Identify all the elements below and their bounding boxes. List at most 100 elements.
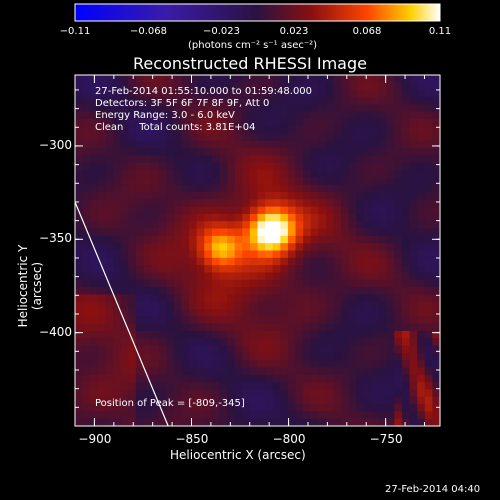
y-axis-label: Heliocentric Y (arcsec) (16, 244, 44, 328)
heatmap-cell (257, 309, 266, 317)
heatmap-cell (280, 404, 289, 412)
heatmap-cell (409, 250, 418, 259)
heatmap-cell (417, 272, 426, 281)
heatmap-cell (135, 243, 145, 252)
heatmap-cell (151, 96, 160, 105)
heatmap-cell (189, 345, 198, 354)
heatmap-cell (287, 374, 297, 383)
heatmap-cell (135, 148, 145, 157)
heatmap-cell (219, 330, 228, 339)
heatmap-cell (310, 96, 319, 105)
heatmap-cell (173, 96, 183, 105)
heatmap-cell (173, 367, 183, 376)
heatmap-cell (234, 345, 243, 354)
heatmap-cell (75, 111, 84, 120)
heatmap-cell (265, 148, 274, 157)
heatmap-cell (303, 250, 312, 259)
heatmap-cell (196, 374, 205, 383)
heatmap-cell (409, 294, 418, 303)
heatmap-cell (120, 323, 129, 332)
heatmap-cell (363, 140, 373, 149)
heatmap-cell (211, 301, 221, 310)
heatmap-cell (371, 243, 380, 252)
heatmap-cell (82, 243, 91, 252)
heatmap-cell (325, 404, 335, 412)
heatmap-cell (287, 265, 297, 274)
heatmap-cell (371, 404, 380, 412)
heatmap-cell (120, 279, 129, 288)
heatmap-cell (417, 301, 426, 310)
heatmap-cell (341, 374, 350, 383)
heatmap-cell (348, 170, 357, 178)
heatmap-cell (227, 104, 236, 113)
heatmap-cell (303, 345, 312, 354)
heatmap-cell (386, 330, 395, 339)
heatmap-cell (242, 374, 251, 383)
heatmap-cell (196, 272, 205, 281)
heatmap-cell (135, 111, 145, 120)
heatmap-cell (432, 418, 441, 427)
heatmap-cell (181, 177, 190, 186)
heatmap-cell (128, 162, 137, 171)
heatmap-cell (204, 374, 213, 383)
heatmap-cell (348, 287, 357, 295)
heatmap-cell (196, 345, 205, 354)
heatmap-cell (287, 367, 297, 376)
heatmap-cell (204, 126, 213, 135)
heatmap-cell (189, 192, 198, 200)
heatmap-cell (234, 75, 243, 83)
heatmap-cell (265, 309, 274, 317)
heatmap-cell (135, 294, 145, 303)
heatmap-cell (151, 126, 160, 135)
heatmap-cell (120, 374, 129, 383)
heatmap-cell (417, 411, 426, 420)
heatmap-cell (394, 82, 403, 91)
heatmap-cell (196, 199, 205, 208)
heatmap-cell (265, 162, 274, 171)
heatmap-cell (90, 82, 99, 91)
heatmap-cell (242, 184, 251, 193)
heatmap-cell (249, 323, 259, 332)
heatmap-cell (371, 96, 380, 105)
heatmap-cell (234, 221, 243, 230)
heatmap-cell (75, 213, 84, 222)
heatmap-cell (219, 250, 228, 259)
heatmap-cell (303, 309, 312, 317)
heatmap-cell (82, 382, 91, 391)
heatmap-cell (151, 396, 160, 405)
heatmap-cell (356, 338, 365, 347)
heatmap-cell (325, 345, 335, 354)
heatmap-cell (386, 374, 395, 383)
heatmap-cell (181, 382, 190, 391)
heatmap-cell (135, 396, 145, 405)
heatmap-cell (310, 250, 319, 259)
heatmap-cell (249, 184, 259, 193)
heatmap-cell (173, 360, 183, 369)
heatmap-cell (287, 192, 297, 200)
heatmap-cell (348, 323, 357, 332)
heatmap-cell (151, 338, 160, 347)
heatmap-cell (386, 140, 395, 149)
heatmap-cell (257, 177, 266, 186)
heatmap-cell (356, 155, 365, 164)
heatmap-cell (379, 250, 388, 259)
heatmap-cell (363, 352, 373, 361)
heatmap-cell (348, 221, 357, 230)
heatmap-cell (333, 418, 342, 427)
heatmap-cell (105, 199, 114, 208)
heatmap-cell (204, 316, 213, 325)
heatmap-cell (257, 213, 266, 222)
heatmap-cell (287, 389, 297, 398)
heatmap-cell (90, 265, 99, 274)
heatmap-cell (341, 352, 350, 361)
heatmap-cell (363, 192, 373, 200)
heatmap-cell (280, 177, 289, 186)
heatmap-cell (151, 192, 160, 200)
heatmap-cell (424, 118, 433, 127)
heatmap-cell (386, 411, 395, 420)
heatmap-cell (295, 389, 304, 398)
heatmap-cell (325, 367, 335, 376)
heatmap-cell (318, 184, 327, 193)
heatmap-cell (249, 396, 259, 405)
heatmap-cell (242, 213, 251, 222)
